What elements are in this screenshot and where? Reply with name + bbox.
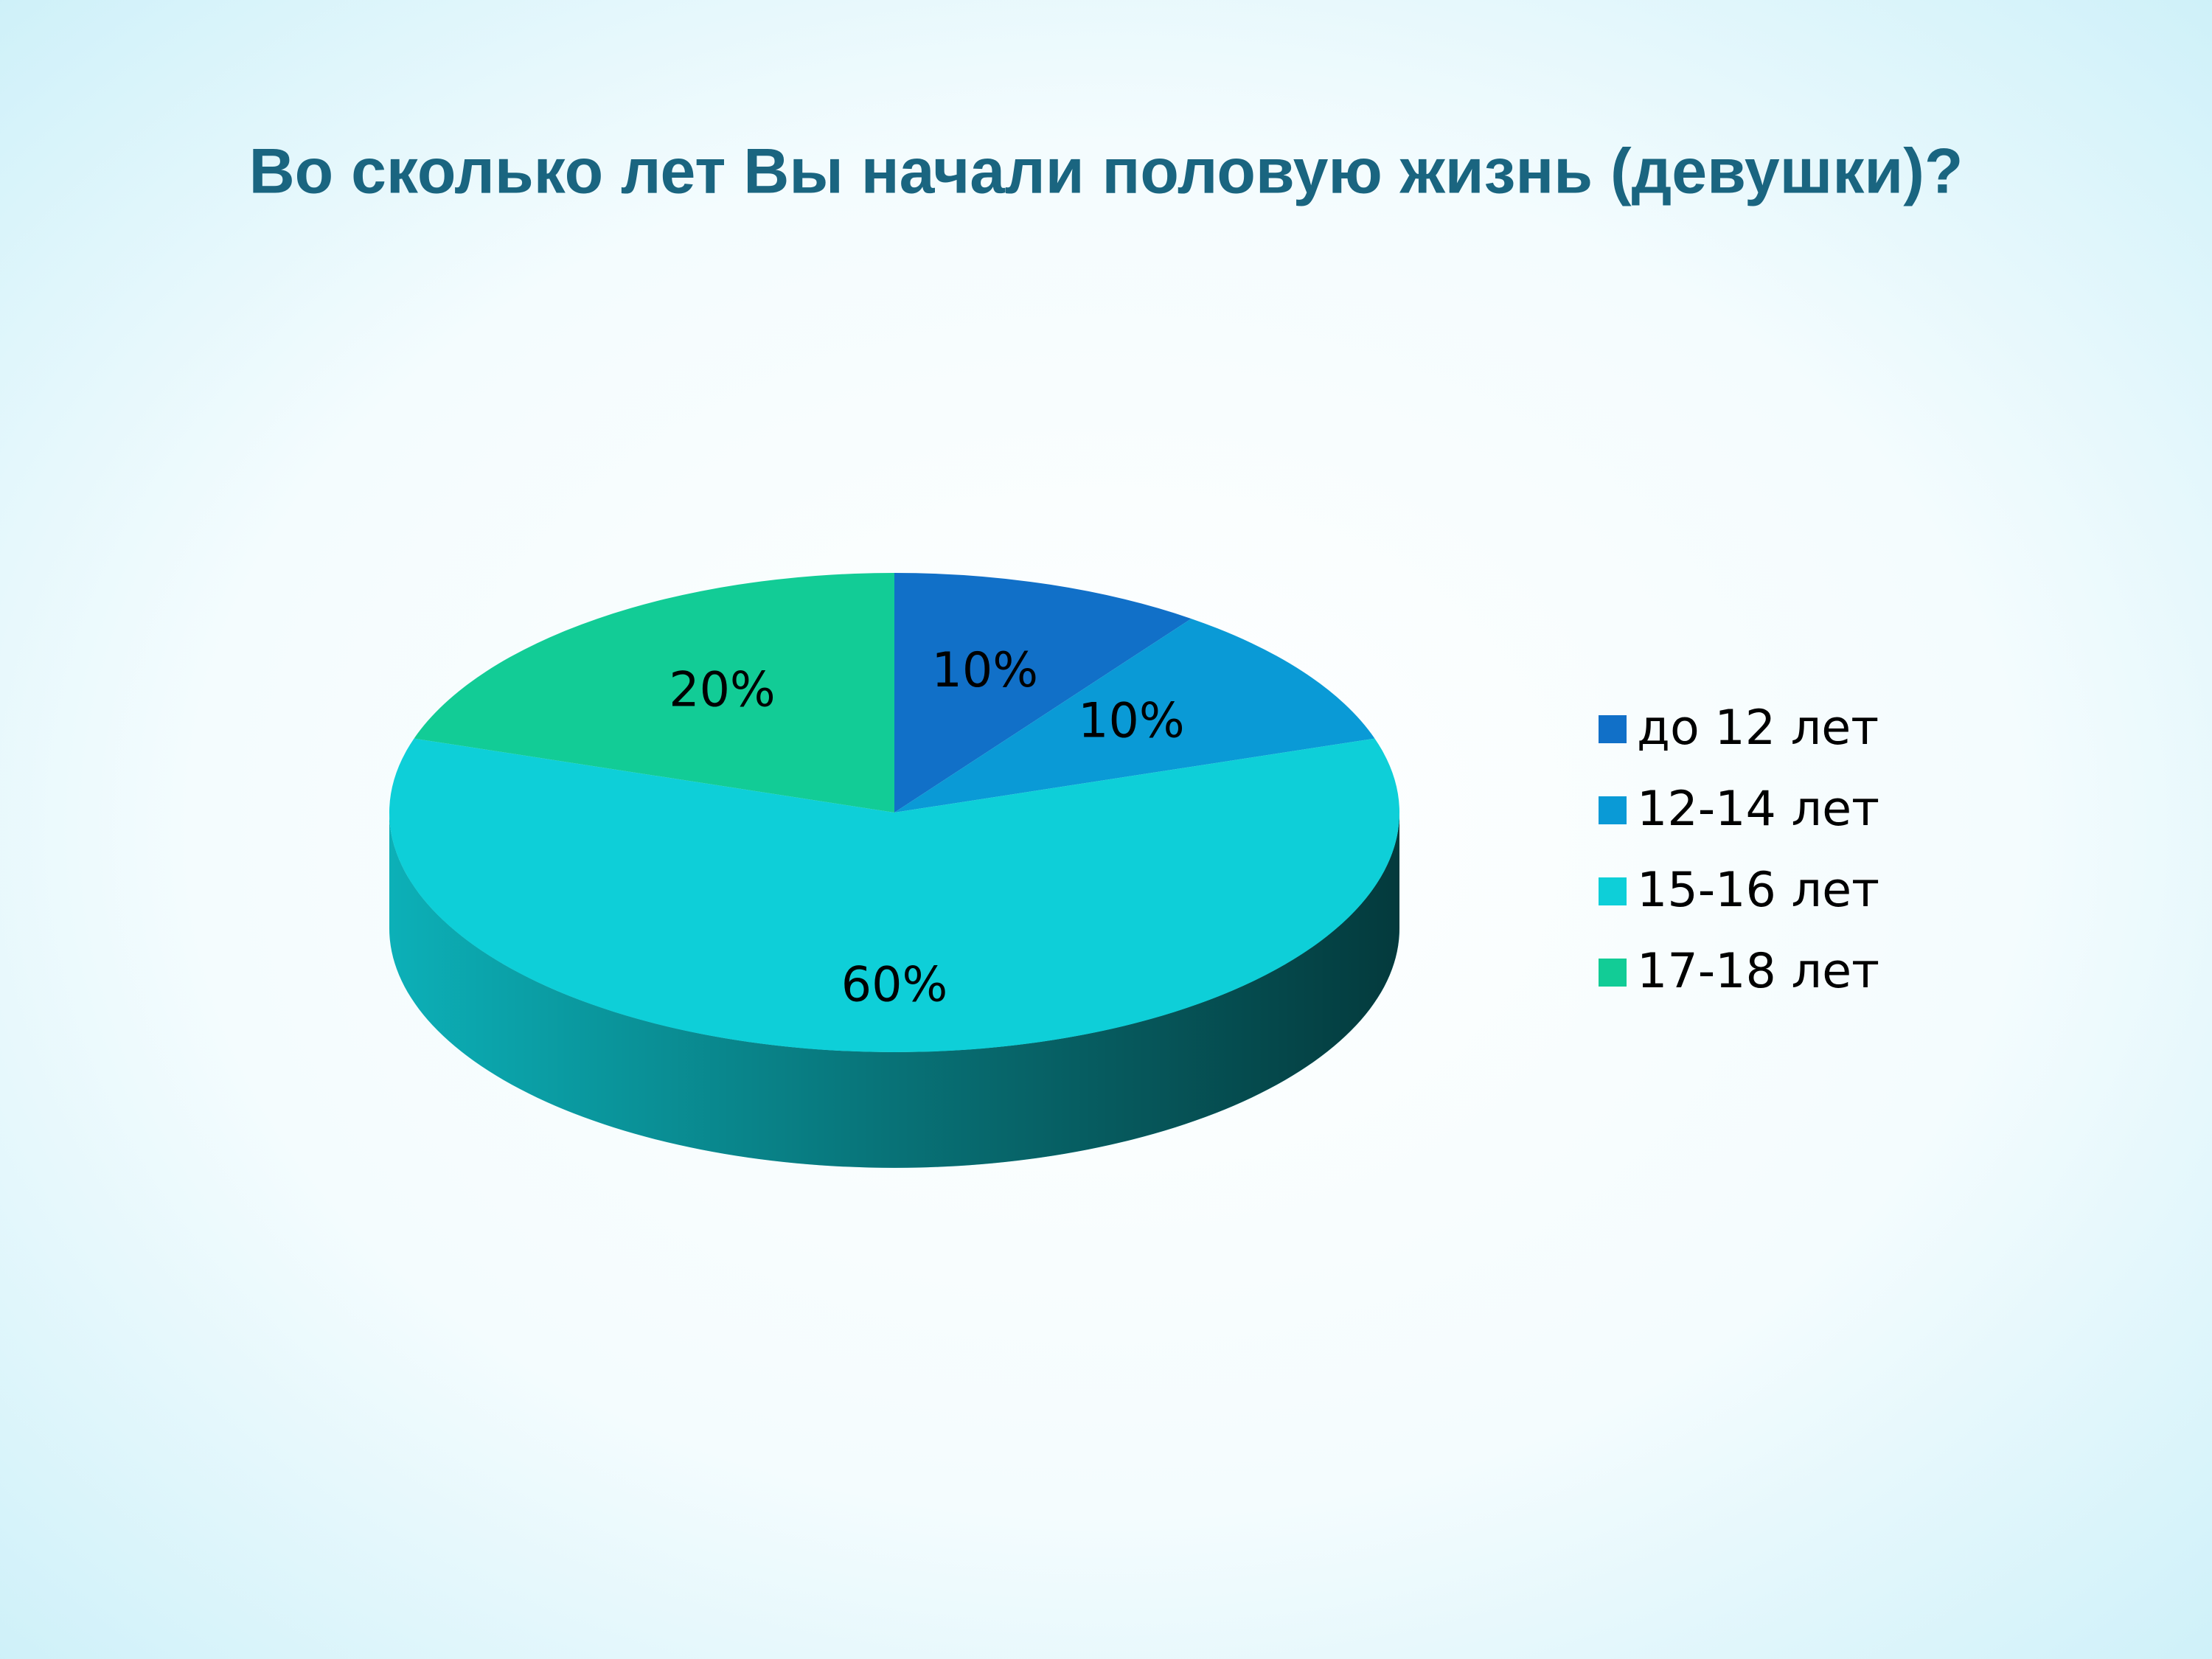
legend-swatch	[1599, 959, 1627, 987]
data-label: 20%	[669, 663, 775, 718]
legend-label: 15-16 лет	[1637, 863, 1879, 918]
chart-title: Во сколько лет Вы начали половую жизнь (…	[249, 136, 1964, 207]
legend-label: 17-18 лет	[1637, 944, 1879, 999]
data-label: 10%	[1078, 693, 1184, 748]
side-shade	[389, 813, 1399, 1168]
legend: до 12 лет 12-14 лет 15-16 лет 17-18 лет	[1599, 700, 1879, 999]
slice	[414, 573, 894, 813]
legend-swatch	[1599, 877, 1627, 905]
slice	[894, 619, 1375, 813]
legend-label: до 12 лет	[1637, 700, 1879, 756]
pie: 10% 10% 60% 20%	[389, 573, 1399, 1168]
slice	[894, 573, 1192, 813]
slice	[389, 738, 1399, 1052]
data-label: 60%	[841, 958, 947, 1013]
legend-label: 12-14 лет	[1637, 782, 1879, 837]
data-label: 10%	[932, 643, 1038, 698]
legend-swatch	[1599, 715, 1627, 743]
legend-swatch	[1599, 796, 1627, 824]
